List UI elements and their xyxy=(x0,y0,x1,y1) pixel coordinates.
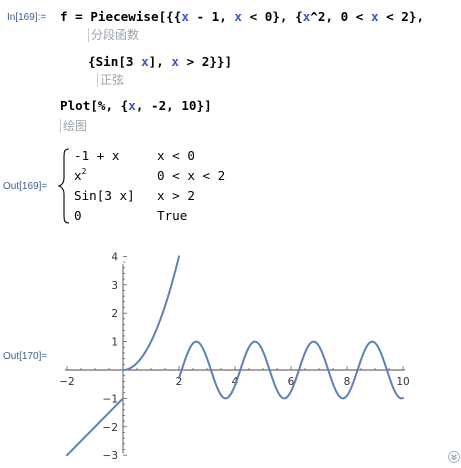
double-chevron-down-icon[interactable] xyxy=(448,451,460,463)
x-tick-label: 6 xyxy=(288,376,295,388)
output-label-170: Out[170]= xyxy=(3,351,48,362)
y-tick-label: 3 xyxy=(111,280,118,292)
variable-x: x xyxy=(141,54,149,69)
x-tick-label: −2 xyxy=(59,376,74,388)
expr-base: x xyxy=(74,168,82,184)
annotation-marker xyxy=(60,119,61,133)
annotation-piecewise: 分段函数 xyxy=(91,28,140,42)
variable-x: x xyxy=(302,9,311,24)
code-segment: - 1, xyxy=(188,9,235,24)
piecewise-brace xyxy=(58,148,70,224)
variable-x: x xyxy=(370,9,379,24)
input-label: In[169]:= xyxy=(7,12,47,23)
y-tick-label: −1 xyxy=(103,393,118,405)
y-tick-label: −2 xyxy=(103,422,118,434)
code-segment: < 2}, xyxy=(378,9,425,24)
code-segment: > 2}}] xyxy=(179,54,233,69)
piecewise-expr-1: -1 + x xyxy=(74,148,120,163)
curve-piece xyxy=(66,397,124,457)
piecewise-cond-3: x > 2 xyxy=(157,188,195,203)
piecewise-expr-3: Sin[3 x] xyxy=(74,188,135,203)
piecewise-cond-1: x < 0 xyxy=(157,148,195,163)
piecewise-cond-2: 0 < x < 2 xyxy=(157,168,226,183)
expr-exponent: 2 xyxy=(81,167,87,176)
code-segment: ], xyxy=(148,54,172,69)
y-tick-label: −3 xyxy=(103,450,118,462)
code-segment: < 0}, { xyxy=(242,9,303,24)
code-segment: ^2, 0 < xyxy=(310,9,371,24)
ticks xyxy=(66,256,404,456)
curve-piece xyxy=(122,255,180,371)
piecewise-expr-4: 0 xyxy=(74,208,82,223)
annotation-sin: 正弦 xyxy=(100,73,125,87)
input-line-2[interactable]: {Sin[3 x], x > 2}}] xyxy=(88,54,232,69)
curves xyxy=(66,255,404,457)
variable-x: x xyxy=(234,9,243,24)
output-label-169: Out[169]= xyxy=(3,181,48,192)
code-segment: Plot[%, { xyxy=(60,98,129,113)
x-tick-label: 10 xyxy=(396,376,409,388)
variable-x: x xyxy=(171,54,180,69)
y-tick-label: 1 xyxy=(111,337,118,349)
code-segment: f = Piecewise[{{ xyxy=(60,9,182,24)
annotation-marker xyxy=(97,73,98,87)
y-tick-label: 4 xyxy=(111,251,118,263)
annotation-marker xyxy=(88,28,89,42)
variable-x: x xyxy=(128,98,136,113)
piecewise-expr-2: x2 xyxy=(74,167,87,184)
code-segment: , -2, 10}] xyxy=(135,98,212,113)
input-line-3[interactable]: Plot[%, {x, -2, 10}] xyxy=(60,98,212,113)
annotation-plot: 绘图 xyxy=(63,119,88,133)
x-tick-label: 8 xyxy=(344,376,351,388)
variable-x: x xyxy=(181,9,189,24)
y-tick-label: 2 xyxy=(111,308,118,320)
curve-piece xyxy=(178,340,404,400)
x-tick-label: 2 xyxy=(176,376,183,388)
input-line-1[interactable]: f = Piecewise[{{x - 1, x < 0}, {x^2, 0 <… xyxy=(60,9,424,24)
piecewise-cond-4: True xyxy=(157,208,188,223)
code-segment: {Sin[3 xyxy=(88,54,142,69)
